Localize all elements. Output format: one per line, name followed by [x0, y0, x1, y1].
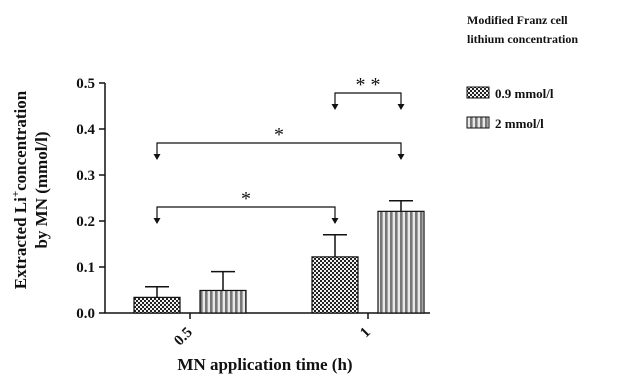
svg-text:by MN (mmol/l): by MN (mmol/l) [32, 131, 51, 248]
y-tick-label: 0.0 [76, 306, 95, 322]
bar [133, 296, 181, 314]
significance-arrowhead [153, 218, 161, 224]
bar [311, 256, 359, 314]
y-axis-title: Extracted Li+concentration by MN (mmol/l… [10, 90, 51, 289]
x-axis-title: MN application time (h) [177, 355, 352, 374]
legend-swatch [466, 116, 490, 129]
legend-title-line1: Modified Franz cell [467, 13, 568, 27]
legend: 0.9 mmol/l 2 mmol/l [466, 86, 554, 131]
significance-bracket [156, 142, 402, 159]
legend-label: 0.9 mmol/l [495, 86, 554, 101]
bar [377, 210, 425, 314]
significance-arrowhead [331, 104, 339, 110]
significance-bracket [156, 206, 336, 223]
legend-swatch [466, 86, 490, 99]
significance-arrowhead [397, 154, 405, 160]
significance-star: * * [356, 74, 381, 96]
significance-star: * [241, 188, 251, 210]
significance-bracket [334, 92, 402, 109]
legend-label: 2 mmol/l [495, 116, 544, 131]
significance-arrowhead [397, 104, 405, 110]
svg-text:Extracted Li+concentration: Extracted Li+concentration [10, 90, 30, 289]
y-tick-label: 0.3 [76, 168, 95, 184]
y-tick-label: 0.2 [76, 214, 95, 230]
y-tick-label: 0.5 [76, 76, 95, 92]
plot-area: 0.0 0.1 0.2 0.3 0.4 0.5 0.5 1 * * * * [76, 74, 430, 349]
x-tick-label: 0.5 [171, 325, 196, 350]
significance-arrowhead [153, 154, 161, 160]
x-tick-label: 1 [357, 325, 374, 342]
bar [199, 289, 247, 314]
y-tick-label: 0.1 [76, 260, 95, 276]
significance-arrowhead [331, 218, 339, 224]
legend-title-line2: lithium concentration [467, 32, 578, 46]
significance-star: * [274, 124, 284, 146]
y-tick-label: 0.4 [76, 122, 95, 138]
